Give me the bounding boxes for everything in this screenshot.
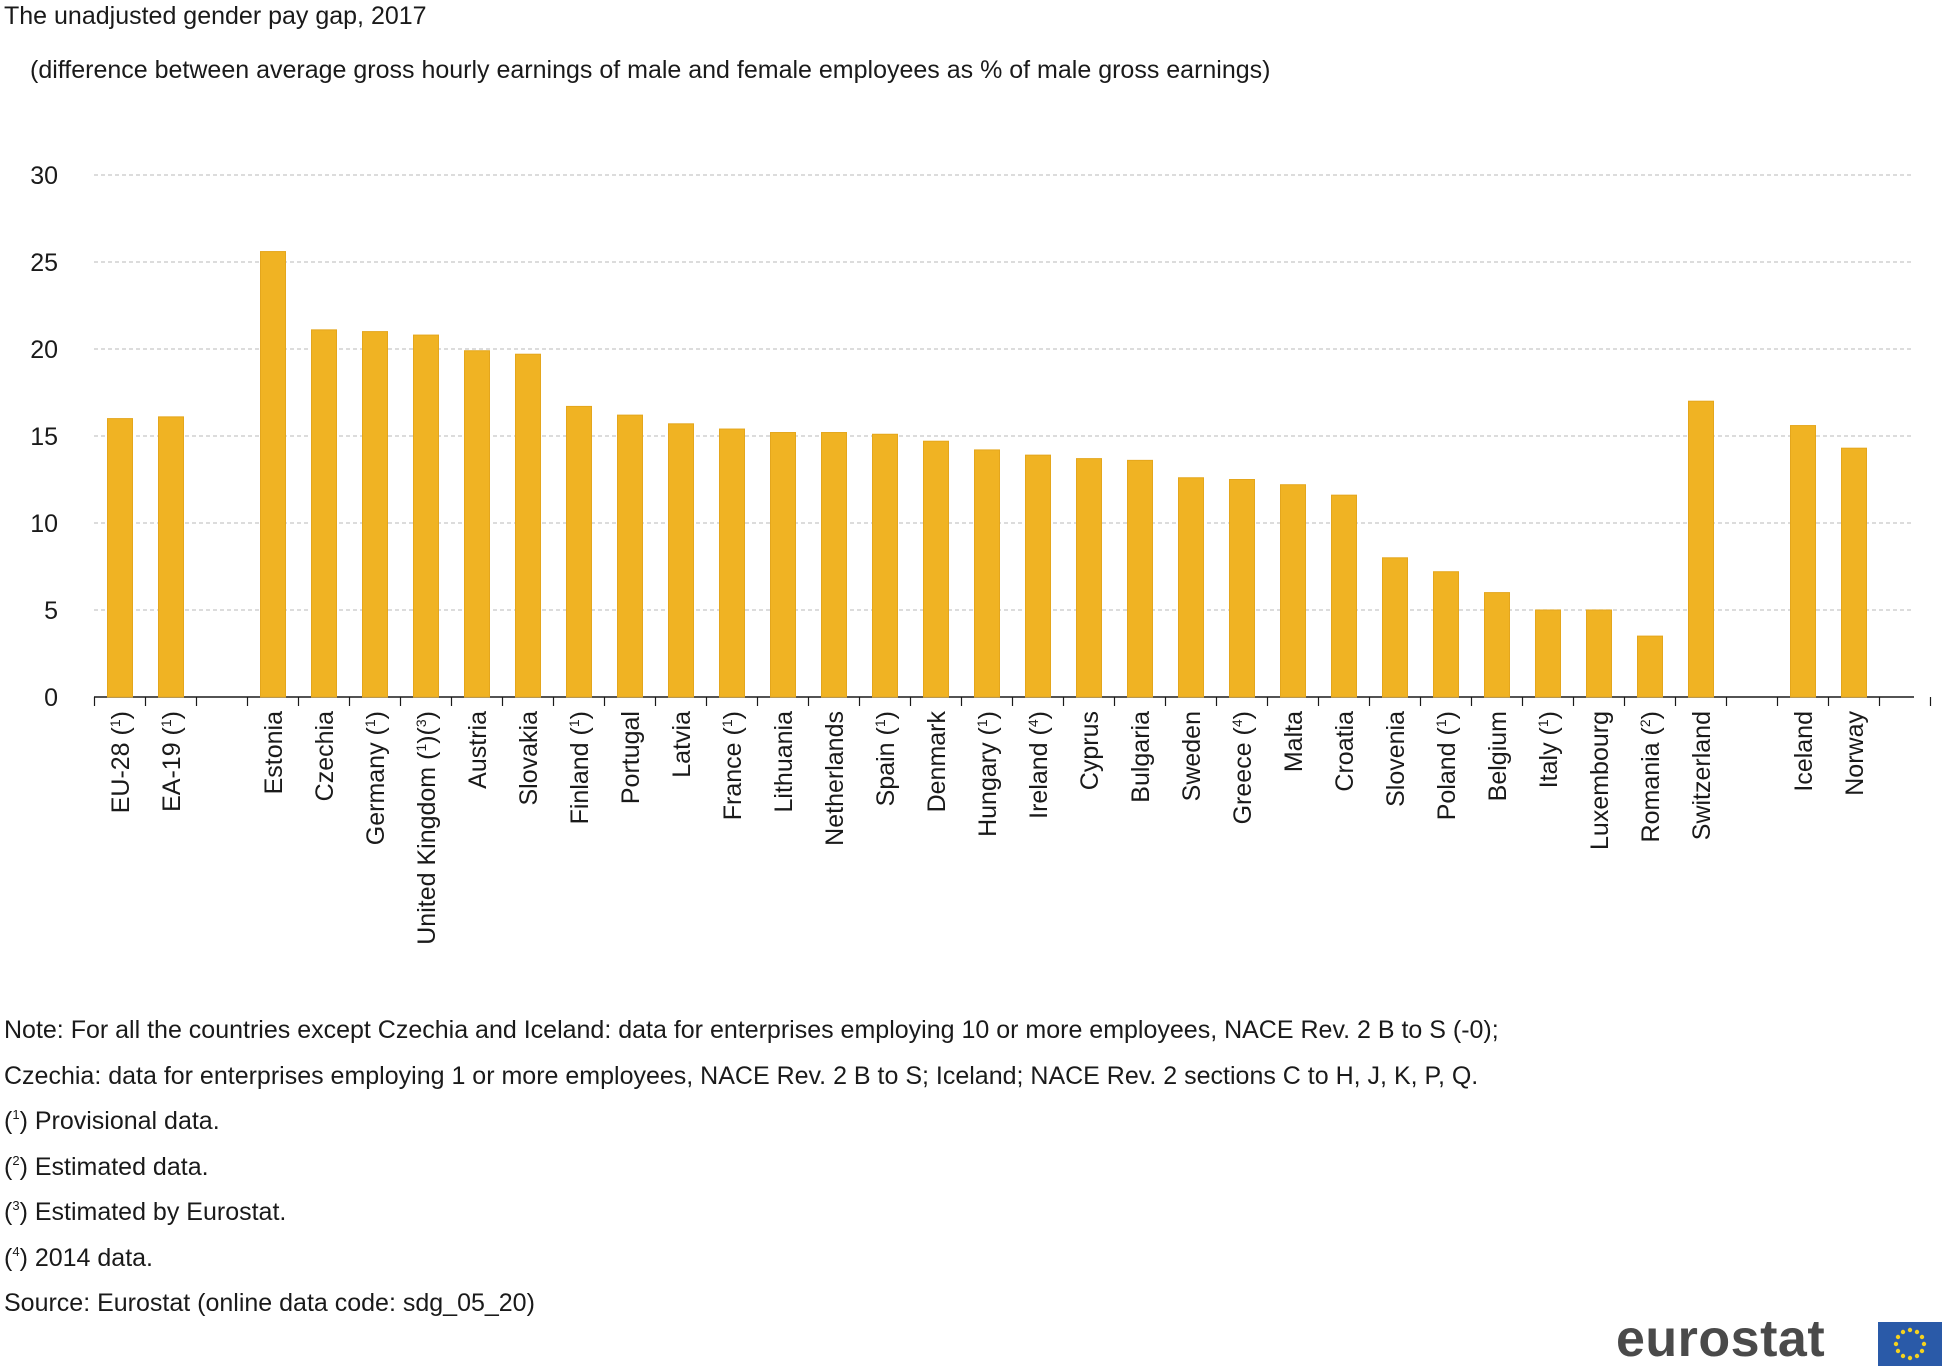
- x-category-label: Iceland: [1790, 711, 1818, 792]
- x-category-label: Belgium: [1484, 711, 1512, 801]
- eu-flag-icon: [1878, 1322, 1942, 1366]
- bar: [1790, 425, 1816, 698]
- bar: [1841, 447, 1867, 698]
- note-line-2: Czechia: data for enterprises employing …: [4, 1061, 1479, 1090]
- x-category-label: Czechia: [311, 711, 339, 801]
- bar: [107, 418, 133, 698]
- source-note: Source: Eurostat (online data code: sdg_…: [4, 1289, 535, 1317]
- x-category-label: Malta: [1280, 711, 1308, 772]
- bar: [1433, 571, 1459, 698]
- bar: [668, 423, 694, 698]
- y-tick-label: 5: [44, 597, 58, 625]
- x-category-label: Italy (1): [1535, 711, 1563, 788]
- x-category-label: Hungary (1): [974, 711, 1002, 837]
- bar: [974, 449, 1000, 698]
- footnote-4: (4) 2014 data.: [4, 1243, 153, 1272]
- y-tick-label: 20: [30, 336, 58, 364]
- bar: [1688, 400, 1714, 698]
- x-category-label: Bulgaria: [1127, 711, 1155, 803]
- x-category-label: Poland (1): [1433, 711, 1461, 820]
- bar: [872, 433, 898, 698]
- bar: [719, 428, 745, 698]
- x-category-label: Lithuania: [770, 711, 798, 813]
- x-category-label: Slovakia: [515, 711, 543, 806]
- x-category-label: Denmark: [923, 711, 951, 813]
- y-tick-label: 15: [30, 423, 58, 451]
- bar: [1637, 635, 1663, 698]
- chart-subtitle: (difference between average gross hourly…: [30, 56, 1271, 84]
- x-category-label: Norway: [1841, 711, 1869, 796]
- x-category-label: Latvia: [668, 711, 696, 778]
- chart-title: The unadjusted gender pay gap, 2017: [4, 2, 427, 30]
- y-tick-label: 10: [30, 510, 58, 538]
- bar: [1076, 458, 1102, 698]
- bar: [1229, 479, 1255, 698]
- x-category-label: Germany (1): [362, 711, 390, 845]
- footnote-2: (2) Estimated data.: [4, 1152, 209, 1181]
- bar: [770, 432, 796, 698]
- bar: [515, 353, 541, 698]
- bar: [1331, 494, 1357, 698]
- x-category-label: Ireland (4): [1025, 711, 1053, 819]
- y-tick-label: 25: [30, 249, 58, 277]
- x-category-label: Luxembourg: [1586, 711, 1614, 850]
- x-category-label: Slovenia: [1382, 711, 1410, 807]
- bar: [362, 331, 388, 698]
- x-category-label: Romania (2): [1637, 711, 1665, 842]
- bar: [1382, 557, 1408, 698]
- note-line-1: Note: For all the countries except Czech…: [4, 1016, 1499, 1044]
- bar: [923, 440, 949, 698]
- x-category-label: United Kingdom (1)(3): [413, 711, 441, 945]
- bar: [260, 251, 286, 698]
- x-category-label: Cyprus: [1076, 711, 1104, 790]
- x-category-label: Spain (1): [872, 711, 900, 806]
- y-tick-label: 30: [30, 162, 58, 190]
- x-category-label: France (1): [719, 711, 747, 820]
- bar: [1586, 609, 1612, 698]
- y-tick-label: 0: [44, 684, 58, 712]
- bar: [1484, 592, 1510, 698]
- bar: [566, 405, 592, 698]
- bar: [1127, 459, 1153, 698]
- bar: [311, 329, 337, 698]
- bar-chart: 0 5 10 15 20 25 30 EU-28 (1) EA-19 (1) Estonia Cze…: [30, 162, 1932, 945]
- x-category-label: Greece (4): [1229, 711, 1257, 824]
- footnote-3: (3) Estimated by Eurostat.: [4, 1198, 287, 1226]
- bar: [1178, 477, 1204, 698]
- bar: [1535, 609, 1561, 698]
- footnote-1: (1) Provisional data.: [4, 1107, 220, 1135]
- bar: [464, 350, 490, 698]
- x-category-label: Estonia: [260, 711, 288, 794]
- logo-text: eurostat: [1616, 1310, 1826, 1368]
- bar: [821, 432, 847, 698]
- x-category-label: Finland (1): [566, 711, 594, 824]
- x-category-label: Sweden: [1178, 711, 1206, 801]
- x-category-label: Netherlands: [821, 711, 849, 846]
- bar: [1280, 484, 1306, 698]
- x-category-label: Portugal: [617, 711, 645, 804]
- x-category-label: Croatia: [1331, 711, 1359, 792]
- chart-notes: Note: For all the countries except Czech…: [4, 1008, 1499, 1327]
- x-category-label: Switzerland: [1688, 711, 1716, 840]
- bar: [413, 334, 439, 698]
- bar: [158, 416, 184, 698]
- bar: [1025, 454, 1051, 698]
- bar: [617, 414, 643, 698]
- x-category-label: Austria: [464, 711, 492, 789]
- x-category-label: EA-19 (1): [158, 711, 186, 812]
- x-category-label: EU-28 (1): [107, 711, 135, 813]
